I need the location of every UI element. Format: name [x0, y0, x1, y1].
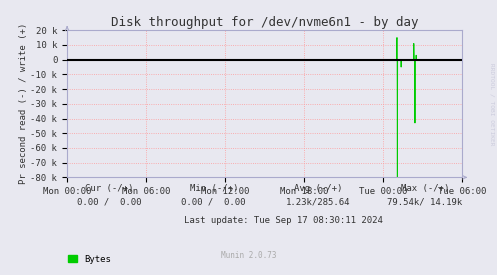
Text: 0.00 /  0.00: 0.00 / 0.00: [181, 198, 246, 207]
Text: RRDTOOL / TOBI OETIKER: RRDTOOL / TOBI OETIKER: [490, 63, 495, 146]
Title: Disk throughput for /dev/nvme6n1 - by day: Disk throughput for /dev/nvme6n1 - by da…: [111, 16, 418, 29]
Y-axis label: Pr second read (-) / write (+): Pr second read (-) / write (+): [19, 23, 28, 185]
Text: 0.00 /  0.00: 0.00 / 0.00: [77, 198, 142, 207]
Text: Last update: Tue Sep 17 08:30:11 2024: Last update: Tue Sep 17 08:30:11 2024: [184, 216, 383, 225]
Text: Max (-/+): Max (-/+): [401, 184, 449, 193]
Text: 79.54k/ 14.19k: 79.54k/ 14.19k: [387, 198, 463, 207]
Legend: Bytes: Bytes: [68, 255, 111, 264]
Text: Cur (-/+): Cur (-/+): [85, 184, 134, 193]
Text: Munin 2.0.73: Munin 2.0.73: [221, 252, 276, 260]
Text: 1.23k/285.64: 1.23k/285.64: [286, 198, 350, 207]
Text: Min (-/+): Min (-/+): [189, 184, 238, 193]
Text: Avg (-/+): Avg (-/+): [294, 184, 342, 193]
